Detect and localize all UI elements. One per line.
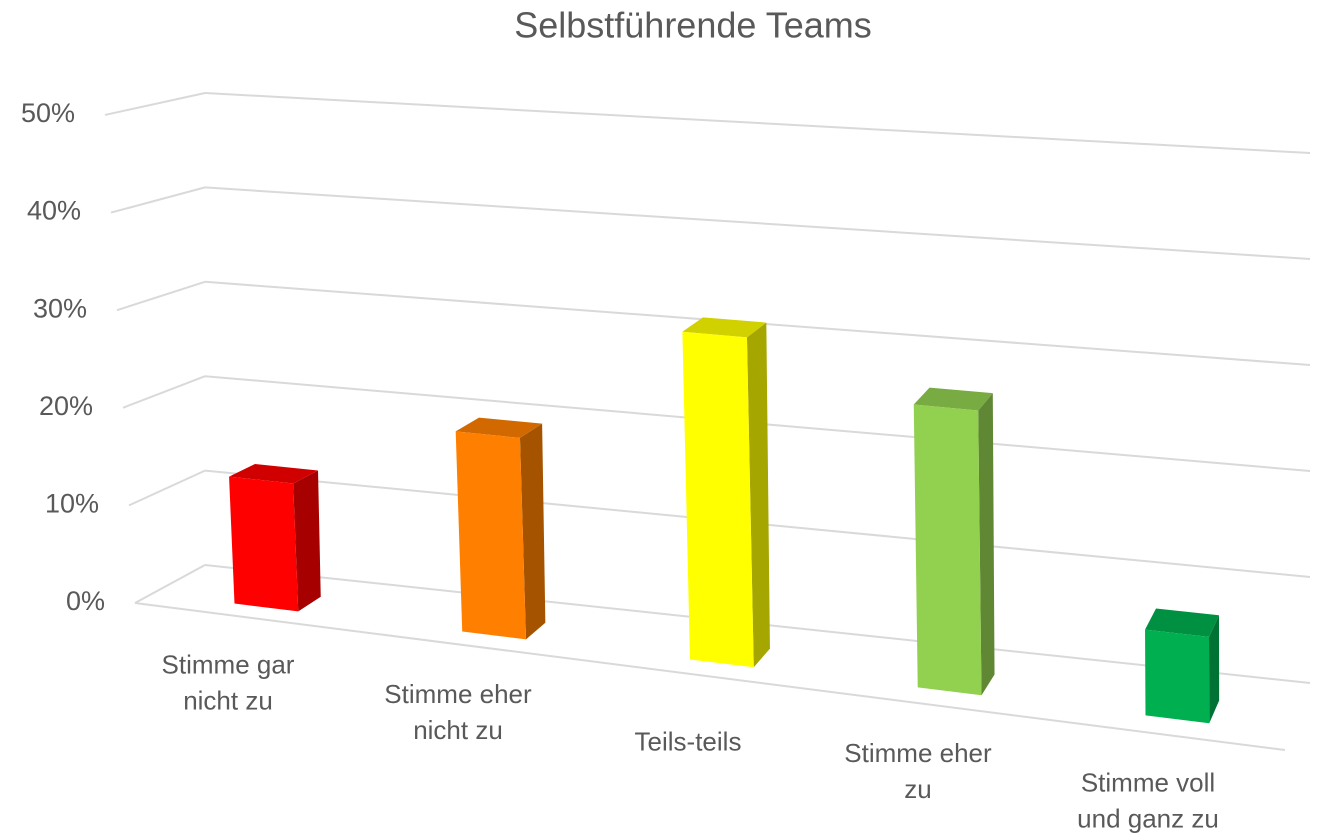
y-tick-label: 10% [45,489,99,519]
y-tick-label: 0% [66,586,105,616]
y-tick-label: 20% [39,391,93,421]
bar-top [229,464,319,484]
bar-side [746,322,770,668]
bar [229,476,299,612]
x-tick-label: Stimme voll und ganz zu [1077,767,1219,833]
grid-line [104,92,206,116]
y-tick-label: 50% [21,98,75,128]
grid-line [134,564,206,604]
bar-top [455,417,543,438]
x-tick-label: Teils-teils [635,726,742,756]
x-tick-label: Stimme eher zu [844,738,992,804]
grid-line [122,375,206,409]
bar-side [519,423,546,640]
bar-top [1145,608,1220,637]
grid-line [128,469,206,507]
bar-top [682,317,767,338]
grid-line [116,280,206,312]
chart-title: Selbstführende Teams [514,5,872,46]
bar-side [978,393,995,696]
bar [682,331,754,668]
grid-line [204,186,1311,260]
bar-top [913,387,993,411]
y-tick-label: 40% [27,196,81,226]
grid-line [204,92,1311,154]
grid-line [110,186,206,214]
bar-side [293,470,321,612]
floor-edge [134,602,1286,751]
bar [455,431,527,640]
bar [913,404,982,696]
bar [1145,629,1210,724]
bar-side [1209,615,1220,724]
x-tick-label: Stimme gar nicht zu [162,650,295,716]
y-tick-label: 30% [33,293,87,323]
x-tick-label: Stimme eher nicht zu [384,679,532,745]
